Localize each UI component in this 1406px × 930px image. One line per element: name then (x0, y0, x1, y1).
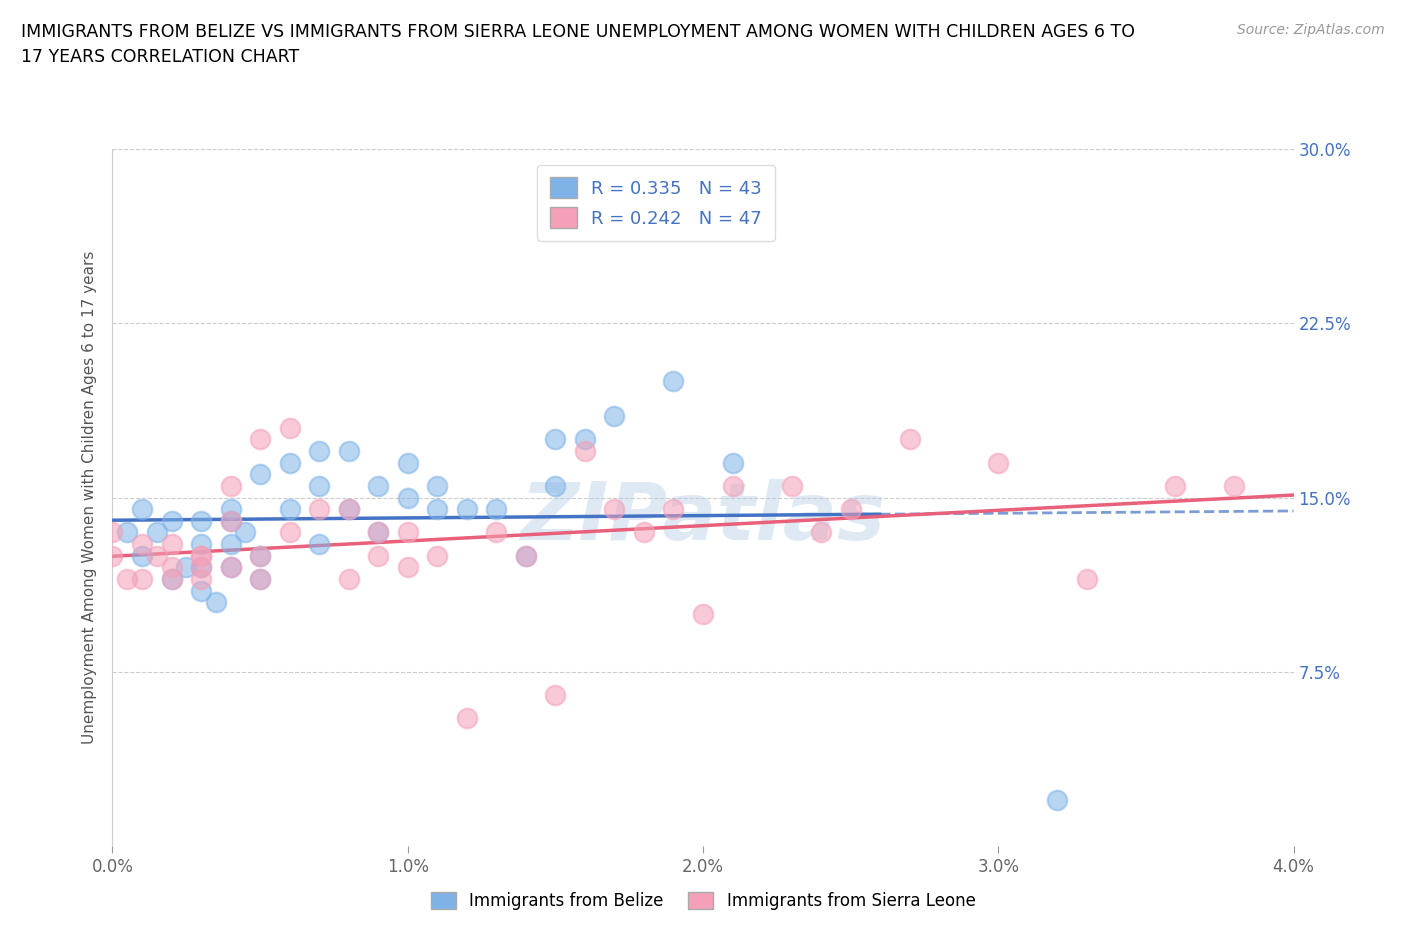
Point (367, 525, 389, 539)
Point (367, 525, 389, 539)
Point (190, 571, 212, 587)
Point (190, 537, 212, 551)
Point (1164, 479, 1187, 494)
Point (1076, 571, 1098, 587)
Legend: Immigrants from Belize, Immigrants from Sierra Leone: Immigrants from Belize, Immigrants from … (423, 885, 983, 917)
Point (780, 479, 803, 494)
Text: IMMIGRANTS FROM BELIZE VS IMMIGRANTS FROM SIERRA LEONE UNEMPLOYMENT AMONG WOMEN : IMMIGRANTS FROM BELIZE VS IMMIGRANTS FRO… (21, 23, 1135, 66)
Point (337, 502, 360, 517)
Point (219, 537, 242, 551)
Point (205, 595, 228, 610)
Point (190, 549, 212, 564)
Point (160, 560, 183, 575)
Point (249, 571, 271, 587)
Point (396, 560, 419, 575)
Point (898, 432, 921, 447)
Point (146, 549, 169, 564)
Point (233, 525, 256, 539)
Point (396, 525, 419, 539)
Point (721, 479, 744, 494)
Point (337, 502, 360, 517)
Point (160, 513, 183, 528)
Point (146, 525, 169, 539)
Point (367, 549, 389, 564)
Point (219, 560, 242, 575)
Point (810, 525, 832, 539)
Point (249, 549, 271, 564)
Legend: R = 0.335   N = 43, R = 0.242   N = 47: R = 0.335 N = 43, R = 0.242 N = 47 (537, 165, 775, 241)
Point (426, 549, 449, 564)
Point (160, 571, 183, 587)
Point (190, 560, 212, 575)
Point (456, 711, 478, 726)
Y-axis label: Unemployment Among Women with Children Ages 6 to 17 years: Unemployment Among Women with Children A… (82, 251, 97, 744)
Point (603, 502, 626, 517)
Point (1046, 792, 1069, 807)
Point (278, 502, 301, 517)
Point (574, 444, 596, 458)
Text: Source: ZipAtlas.com: Source: ZipAtlas.com (1237, 23, 1385, 37)
Point (160, 571, 183, 587)
Point (131, 571, 153, 587)
Point (308, 502, 330, 517)
Point (308, 537, 330, 551)
Point (117, 571, 138, 587)
Point (131, 502, 153, 517)
Point (1223, 479, 1246, 494)
Point (456, 502, 478, 517)
Point (987, 455, 1010, 470)
Point (131, 537, 153, 551)
Point (396, 455, 419, 470)
Point (249, 549, 271, 564)
Point (603, 409, 626, 424)
Point (337, 444, 360, 458)
Point (190, 583, 212, 598)
Point (160, 537, 183, 551)
Point (308, 444, 330, 458)
Point (174, 560, 197, 575)
Point (117, 525, 138, 539)
Point (692, 606, 714, 621)
Point (278, 525, 301, 539)
Point (249, 571, 271, 587)
Point (249, 432, 271, 447)
Point (278, 420, 301, 435)
Point (396, 490, 419, 505)
Point (219, 560, 242, 575)
Point (485, 502, 508, 517)
Point (721, 455, 744, 470)
Point (515, 549, 537, 564)
Point (662, 374, 685, 389)
Point (426, 502, 449, 517)
Point (308, 479, 330, 494)
Point (662, 502, 685, 517)
Point (219, 513, 242, 528)
Point (190, 560, 212, 575)
Point (101, 525, 124, 539)
Point (515, 549, 537, 564)
Point (131, 549, 153, 564)
Text: ZIPatlas: ZIPatlas (520, 480, 886, 557)
Point (190, 549, 212, 564)
Point (249, 467, 271, 482)
Point (544, 432, 567, 447)
Point (367, 479, 389, 494)
Point (337, 571, 360, 587)
Point (574, 432, 596, 447)
Point (839, 502, 862, 517)
Point (101, 549, 124, 564)
Point (219, 479, 242, 494)
Point (190, 513, 212, 528)
Point (633, 525, 655, 539)
Point (544, 688, 567, 703)
Point (278, 455, 301, 470)
Point (485, 525, 508, 539)
Point (544, 479, 567, 494)
Point (219, 513, 242, 528)
Point (426, 479, 449, 494)
Point (219, 502, 242, 517)
